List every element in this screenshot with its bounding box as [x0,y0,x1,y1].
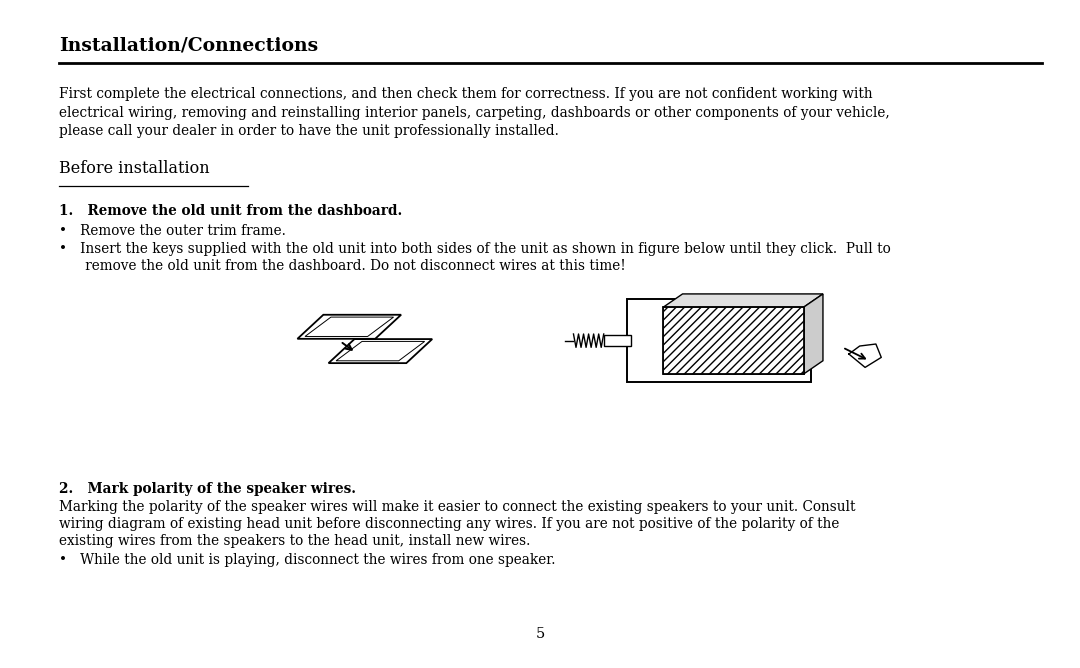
Polygon shape [663,294,823,307]
Text: •   Remove the outer trim frame.: • Remove the outer trim frame. [59,224,286,238]
Text: remove the old unit from the dashboard. Do not disconnect wires at this time!: remove the old unit from the dashboard. … [59,259,626,273]
Text: Installation/Connections: Installation/Connections [59,37,319,55]
Polygon shape [663,307,804,374]
Text: 1.   Remove the old unit from the dashboard.: 1. Remove the old unit from the dashboar… [59,204,403,218]
Text: please call your dealer in order to have the unit professionally installed.: please call your dealer in order to have… [59,124,559,138]
Text: •   While the old unit is playing, disconnect the wires from one speaker.: • While the old unit is playing, disconn… [59,553,556,567]
Text: wiring diagram of existing head unit before disconnecting any wires. If you are : wiring diagram of existing head unit bef… [59,517,840,531]
Text: First complete the electrical connections, and then check them for correctness. : First complete the electrical connection… [59,87,873,101]
Polygon shape [804,294,823,374]
Text: •   Insert the keys supplied with the old unit into both sides of the unit as sh: • Insert the keys supplied with the old … [59,242,891,256]
Text: 5: 5 [536,627,544,641]
Text: 2.   Mark polarity of the speaker wires.: 2. Mark polarity of the speaker wires. [59,482,356,496]
Text: Before installation: Before installation [59,160,210,177]
Text: existing wires from the speakers to the head unit, install new wires.: existing wires from the speakers to the … [59,534,530,548]
Text: electrical wiring, removing and reinstalling interior panels, carpeting, dashboa: electrical wiring, removing and reinstal… [59,106,890,120]
Text: Marking the polarity of the speaker wires will make it easier to connect the exi: Marking the polarity of the speaker wire… [59,500,855,514]
Bar [627,299,810,382]
Bar [604,335,631,346]
